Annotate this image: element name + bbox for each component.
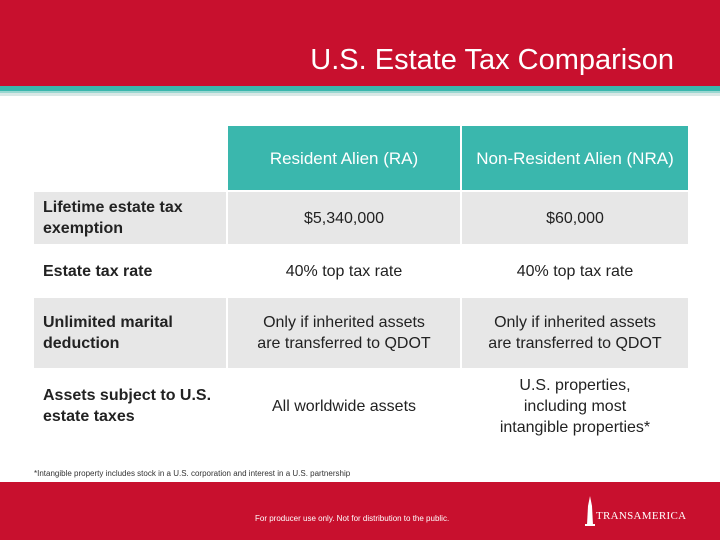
disclaimer: For producer use only. Not for distribut…: [255, 514, 450, 523]
table-cell-nra: $60,000: [462, 192, 688, 244]
column-header-nra: Non-Resident Alien (NRA): [462, 126, 688, 190]
table-cell-ra: All worldwide assets: [228, 370, 460, 442]
footer-bar: [0, 482, 720, 540]
company-logo: TRANSAMERICA: [580, 494, 700, 534]
row-label: Estate tax rate: [34, 246, 226, 296]
footnote: *Intangible property includes stock in a…: [34, 469, 351, 478]
table-cell-ra: Only if inherited assets are transferred…: [228, 298, 460, 368]
pyramid-icon: [585, 496, 595, 526]
accent-stripe: [0, 86, 720, 91]
logo-text: TRANSAMERICA: [596, 510, 687, 522]
accent-stripe-light: [0, 91, 720, 93]
column-header-ra: Resident Alien (RA): [228, 126, 460, 190]
column-header-nra-label: Non-Resident Alien (NRA): [476, 148, 674, 168]
row-label: Lifetime estate tax exemption: [34, 192, 226, 244]
table-cell-nra: Only if inherited assets are transferred…: [462, 298, 688, 368]
row-label: Assets subject to U.S. estate taxes: [34, 370, 226, 442]
table-cell-ra: $5,340,000: [228, 192, 460, 244]
page-title: U.S. Estate Tax Comparison: [310, 44, 674, 76]
column-header-ra-label: Resident Alien (RA): [269, 148, 419, 168]
table-cell-nra: U.S. properties, including most intangib…: [462, 370, 688, 442]
row-label: Unlimited marital deduction: [34, 298, 226, 368]
accent-stripe-pale: [0, 93, 720, 96]
header-bar: [0, 0, 720, 86]
table-cell-ra: 40% top tax rate: [228, 246, 460, 296]
table-cell-nra: 40% top tax rate: [462, 246, 688, 296]
